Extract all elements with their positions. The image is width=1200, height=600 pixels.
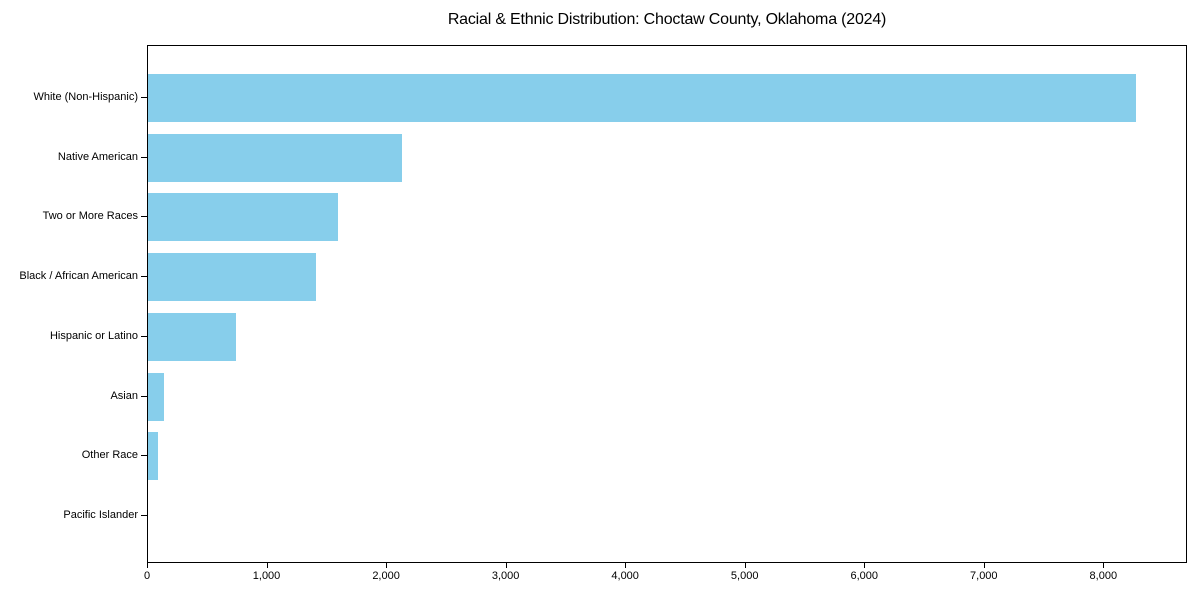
x-tick-mark — [386, 563, 388, 568]
x-tick-mark — [147, 563, 148, 568]
x-tick-label: 5,000 — [730, 570, 759, 582]
x-tick-label: 4,000 — [611, 570, 639, 582]
y-tick-mark — [141, 455, 147, 457]
x-tick-mark — [625, 563, 627, 568]
bar-native-american — [148, 133, 403, 182]
category-label: Hispanic or Latino — [49, 329, 138, 342]
y-tick-mark — [141, 156, 147, 158]
x-tick-label: 6,000 — [850, 570, 878, 582]
category-label: White (Non-Hispanic) — [33, 91, 138, 103]
category-label: Native American — [57, 150, 138, 163]
x-tick-label: 0 — [143, 570, 151, 582]
y-tick-mark — [141, 276, 147, 278]
y-tick-mark — [141, 97, 147, 98]
x-tick-label: 1,000 — [252, 570, 281, 582]
y-tick-mark — [141, 514, 147, 516]
category-label: Black / African American — [19, 270, 138, 283]
x-tick-mark — [1103, 563, 1105, 568]
x-tick-mark — [266, 563, 268, 568]
bar-asian — [148, 372, 164, 421]
x-tick-mark — [983, 563, 985, 568]
x-tick-label: 8,000 — [1089, 570, 1118, 582]
category-label: Two or More Races — [42, 210, 138, 223]
category-label: Asian — [110, 389, 138, 402]
bar-white-non-hispanic — [148, 74, 1136, 122]
x-tick-mark — [744, 563, 746, 568]
bar-black-african-american — [148, 253, 317, 302]
y-tick-mark — [141, 335, 147, 337]
bar-other-race — [148, 432, 158, 481]
y-tick-mark — [141, 395, 147, 397]
x-tick-mark — [864, 563, 866, 568]
chart-title: Racial & Ethnic Distribution: Choctaw Co… — [447, 11, 887, 28]
bar-two-or-more-races — [148, 193, 338, 242]
x-tick-label: 2,000 — [372, 570, 400, 582]
bar-hispanic-or-latino — [148, 312, 237, 361]
category-label: Pacific Islander — [63, 508, 138, 521]
y-tick-mark — [141, 216, 147, 218]
category-label: Other Race — [81, 449, 138, 462]
plot-area — [147, 45, 1187, 563]
x-tick-mark — [505, 563, 507, 568]
x-tick-label: 3,000 — [491, 570, 520, 582]
x-tick-label: 7,000 — [970, 570, 998, 582]
